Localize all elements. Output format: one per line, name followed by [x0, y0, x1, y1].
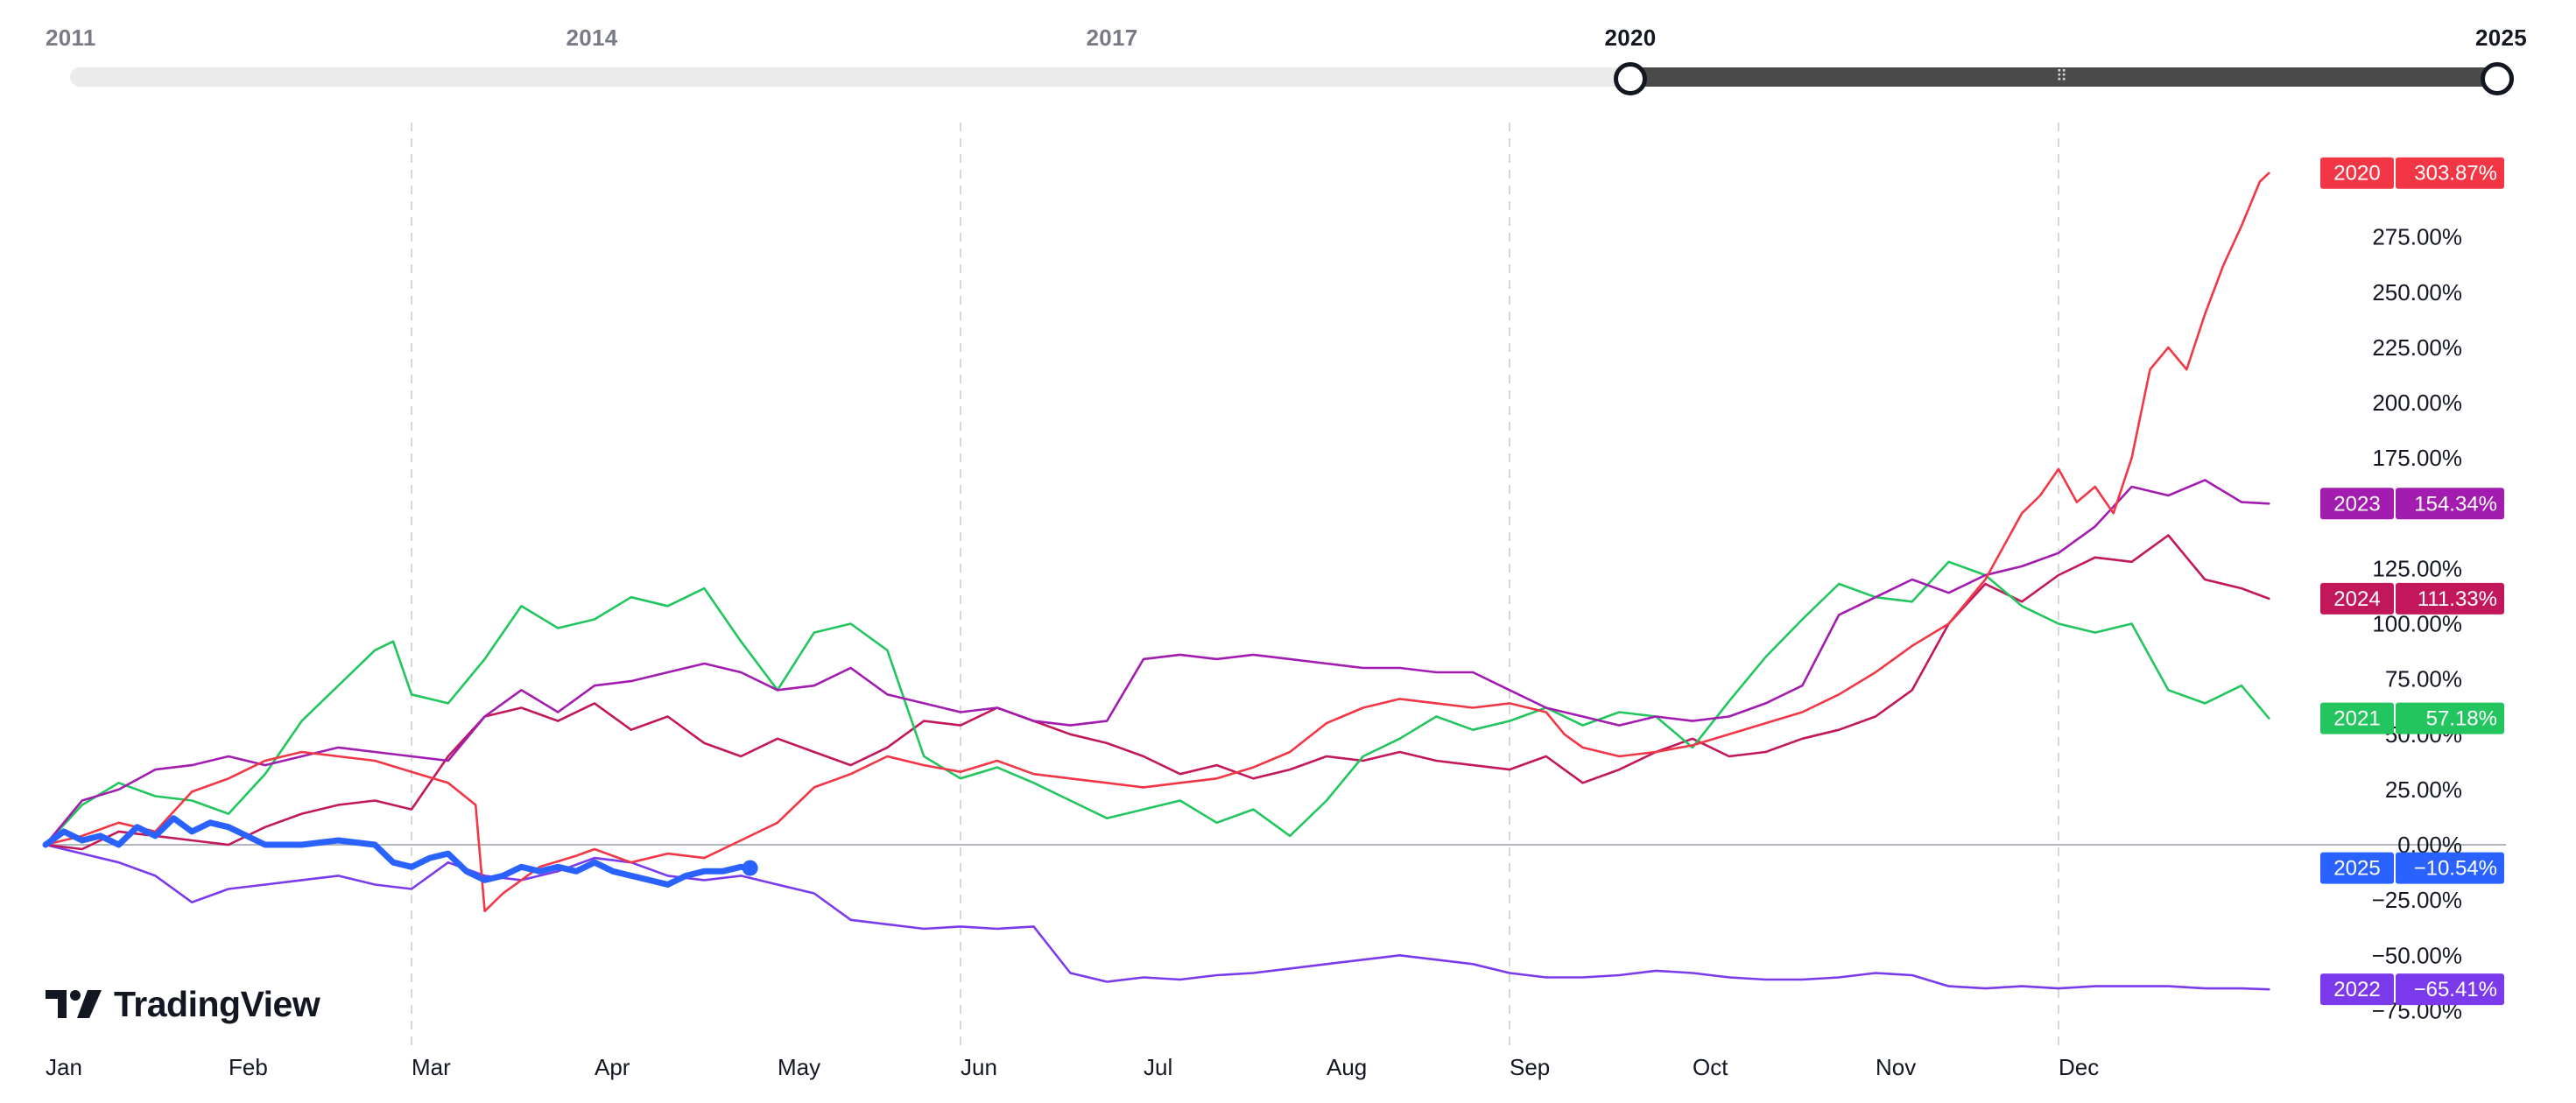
series-badge-2022: 2022 −65.41% — [2320, 973, 2504, 1006]
y-tick-label: 225.00% — [2372, 334, 2462, 361]
x-tick-label: Jul — [1144, 1054, 1172, 1080]
badge-value-label: 303.87% — [2414, 162, 2497, 186]
series-badge-2025: 2025 −10.54% — [2320, 852, 2504, 884]
x-tick-label: Sep — [1510, 1054, 1550, 1080]
badge-year-bg — [2320, 488, 2394, 520]
series-layer — [42, 172, 2270, 991]
brand-name: TradingView — [114, 983, 320, 1024]
y-tick-label: 200.00% — [2372, 390, 2462, 416]
x-tick-label: Apr — [595, 1054, 630, 1080]
tradingview-logo[interactable]: TradingView — [46, 982, 320, 1026]
series-line-2021 — [44, 560, 2270, 847]
x-tick-label: Nov — [1876, 1054, 1916, 1080]
x-axis: Jan Feb Mar Apr May Jun Jul Aug Sep Oct Nov Dec — [46, 1054, 2099, 1080]
badge-year-label: 2022 — [2333, 978, 2380, 1001]
y-axis: 275.00% 250.00% 225.00% 200.00% 175.00% 125.0… — [2372, 224, 2462, 1024]
x-tick-label: Jun — [961, 1054, 997, 1080]
grid-layer — [411, 123, 2059, 1050]
y-tick-label: 275.00% — [2372, 224, 2462, 250]
range-end-handle[interactable] — [2481, 62, 2514, 95]
x-tick-label: Jan — [46, 1054, 82, 1080]
x-tick-label: May — [778, 1054, 820, 1080]
range-year-2011[interactable]: 2011 — [46, 25, 96, 51]
badge-value-bg — [2396, 582, 2504, 615]
badge-value-label: 111.33% — [2418, 587, 2497, 611]
badge-value-bg — [2396, 488, 2504, 520]
badge-value-label: 154.34% — [2414, 492, 2497, 516]
range-selected-bar[interactable] — [1630, 67, 2497, 87]
x-tick-label: Mar — [412, 1054, 451, 1080]
series-line-2022 — [44, 843, 2270, 991]
series-badge-2021: 2021 57.18% — [2320, 702, 2504, 734]
series-badge-2023: 2023 154.34% — [2320, 488, 2504, 520]
badge-value-bg — [2396, 157, 2504, 189]
y-tick-label: −25.00% — [2372, 887, 2462, 913]
drag-dots-icon[interactable]: ⠿ — [2056, 67, 2068, 86]
range-year-2017[interactable]: 2017 — [1086, 25, 1138, 51]
series-line-2025 — [42, 815, 754, 888]
series-line-2023 — [44, 479, 2270, 847]
series-line-2020 — [44, 172, 2270, 913]
badge-year-bg — [2320, 702, 2394, 734]
badge-value-label: −65.41% — [2414, 978, 2497, 1001]
x-tick-label: Dec — [2059, 1054, 2099, 1080]
range-year-2025[interactable]: 2025 — [2474, 25, 2527, 51]
badge-year-bg — [2320, 157, 2394, 189]
y-tick-label: 100.00% — [2372, 611, 2462, 637]
badge-year-label: 2024 — [2333, 587, 2380, 611]
badge-year-bg — [2320, 582, 2394, 615]
tradingview-logo-icon — [46, 990, 102, 1018]
x-tick-label: Aug — [1327, 1054, 1367, 1080]
y-tick-label: 250.00% — [2372, 279, 2462, 306]
y-tick-label: 75.00% — [2385, 666, 2462, 692]
badge-value-label: −10.54% — [2414, 857, 2497, 881]
y-tick-label: 125.00% — [2372, 555, 2462, 581]
x-tick-label: Feb — [229, 1054, 268, 1080]
badge-value-bg — [2396, 852, 2504, 884]
badge-year-label: 2025 — [2333, 857, 2380, 881]
series-line-2024 — [44, 534, 2270, 851]
range-start-handle[interactable] — [1614, 62, 1647, 95]
badge-value-bg — [2396, 702, 2504, 734]
badge-year-bg — [2320, 852, 2394, 884]
x-tick-label: Oct — [1693, 1054, 1728, 1080]
series-badge-2020: 2020 303.87% — [2320, 157, 2504, 189]
y-tick-label: 175.00% — [2372, 445, 2462, 471]
series-badges: 2020 303.87% 2021 57.18% 2022 −65.41% 2023 154.… — [2320, 157, 2504, 1006]
badge-year-label: 2021 — [2333, 707, 2380, 731]
series-badge-2024: 2024 111.33% — [2320, 582, 2504, 615]
badge-year-bg — [2320, 973, 2394, 1006]
y-tick-label: 25.00% — [2385, 776, 2462, 803]
range-year-2014[interactable]: 2014 — [566, 25, 618, 51]
badge-year-label: 2023 — [2333, 492, 2380, 516]
badge-year-label: 2020 — [2333, 162, 2380, 186]
badge-value-bg — [2396, 973, 2504, 1006]
range-year-2020[interactable]: 2020 — [1604, 25, 1657, 51]
y-tick-label: −50.00% — [2372, 942, 2462, 968]
badge-value-label: 57.18% — [2426, 707, 2497, 731]
series-endpoint-2025 — [742, 860, 758, 876]
